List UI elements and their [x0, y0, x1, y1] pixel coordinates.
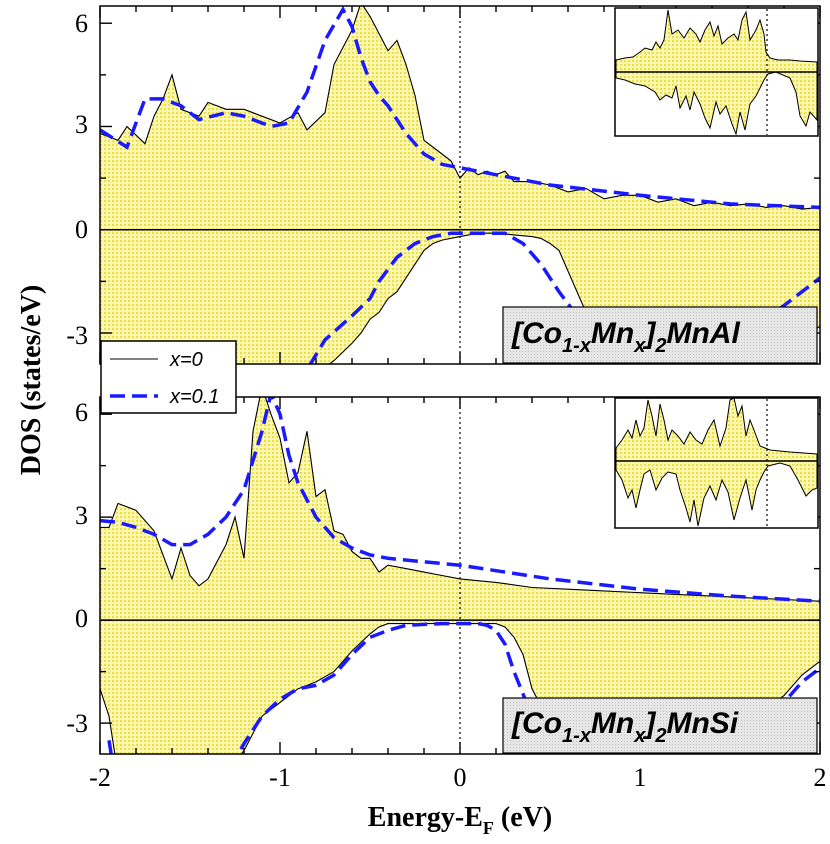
bottom-x0-fill: [100, 397, 820, 754]
top-label-pre: [Co: [511, 317, 562, 350]
x-axis-title-sub: F: [483, 818, 494, 838]
top-ytick-6: 6: [75, 9, 88, 38]
bottom-label-post: MnSi: [666, 707, 738, 740]
top-ytick-3: 3: [75, 110, 88, 139]
top-panel: 6 3 0 -3 [Co1-xMnx]2MnAl: [66, 5, 821, 365]
bottom-panel: 6 3 0 -3 [Co1-xMnx]2MnSi: [66, 396, 821, 755]
top-x01-spin-down-line: [308, 231, 820, 364]
bottom-label-sub3: 2: [654, 725, 666, 747]
bottom-inset: [614, 397, 819, 529]
bottom-label-pre: [Co: [511, 707, 562, 740]
xtick-1: 1: [634, 763, 647, 792]
bottom-label-sub1: 1-x: [562, 725, 592, 747]
bottom-x01-spin-up-line: [100, 397, 820, 603]
top-label-mid: Mn: [591, 317, 634, 350]
top-inset-up-fill: [615, 9, 818, 73]
top-label-close: ]: [642, 317, 656, 350]
bottom-ytick-3: 3: [75, 501, 88, 530]
top-ytick-0: 0: [75, 215, 88, 244]
bottom-panel-label: [Co1-xMnx]2MnSi: [502, 697, 818, 754]
top-x01-spin-up-line: [100, 6, 820, 210]
x-axis-title-unit: (eV): [494, 802, 552, 833]
bottom-ytick-6: 6: [75, 398, 88, 427]
xtick-2: 2: [814, 763, 827, 792]
top-label-sub3: 2: [654, 335, 666, 357]
x-axis-title-main: Energy-E: [368, 802, 483, 833]
legend-label-x0: x=0: [169, 349, 203, 371]
legend: x=0 x=0.1: [100, 340, 237, 414]
svg-text:[Co1-xMnx]2MnAl: [Co1-xMnx]2MnAl: [511, 317, 740, 357]
top-label-post: MnAl: [666, 317, 740, 350]
bottom-inset-up-fill: [615, 397, 818, 462]
svg-text:[Co1-xMnx]2MnSi: [Co1-xMnx]2MnSi: [511, 707, 739, 747]
top-inset: [614, 7, 819, 137]
xtick-0: 0: [454, 763, 467, 792]
bottom-x01-spin-down-line: [107, 621, 820, 754]
x-axis-title: Energy-EF (eV): [368, 802, 552, 838]
top-inset-down-fill: [615, 71, 818, 136]
bottom-label-sub2: x: [633, 725, 646, 747]
bottom-label-mid: Mn: [591, 707, 634, 740]
bottom-x0-spin-up-line: [100, 397, 820, 602]
top-x0-spin-up-line: [100, 6, 820, 210]
xtick-neg2: -2: [89, 763, 111, 792]
bottom-ytick-0: 0: [75, 604, 88, 633]
top-label-sub1: 1-x: [562, 335, 592, 357]
top-ytick-neg3: -3: [66, 321, 88, 350]
top-label-sub2: x: [633, 335, 646, 357]
bottom-inset-down-fill: [615, 460, 818, 527]
bottom-label-close: ]: [642, 707, 656, 740]
top-x0-fill: [100, 6, 820, 364]
top-panel-label: [Co1-xMnx]2MnAl: [502, 306, 818, 364]
bottom-ytick-neg3: -3: [66, 709, 88, 738]
legend-label-x01: x=0.1: [169, 386, 219, 408]
xtick-neg1: -1: [269, 763, 291, 792]
y-axis-title: DOS (states/eV): [16, 285, 47, 476]
top-x0-spin-down-line: [100, 232, 820, 364]
